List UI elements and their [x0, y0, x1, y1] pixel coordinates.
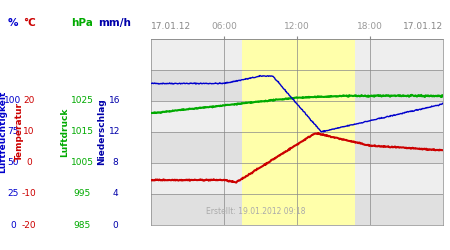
Text: °C: °C — [22, 18, 36, 28]
Text: 8: 8 — [112, 158, 118, 168]
Text: 0: 0 — [26, 158, 32, 168]
Text: Luftfeuchtigkeit: Luftfeuchtigkeit — [0, 91, 8, 173]
Text: 10: 10 — [23, 128, 35, 136]
Text: 17.01.12: 17.01.12 — [151, 22, 191, 31]
Text: 1015: 1015 — [71, 128, 94, 136]
Text: Temperatur: Temperatur — [14, 102, 23, 162]
Text: 50: 50 — [7, 158, 19, 168]
Text: 20: 20 — [23, 96, 35, 105]
Text: 17.01.12: 17.01.12 — [403, 22, 443, 31]
Text: 1025: 1025 — [71, 96, 94, 105]
Bar — [242, 39, 356, 225]
Text: 1005: 1005 — [71, 158, 94, 168]
Text: 75: 75 — [7, 128, 19, 136]
Text: 995: 995 — [73, 190, 90, 198]
Text: 100: 100 — [4, 96, 22, 105]
Bar — [151, 194, 443, 225]
Text: -10: -10 — [22, 190, 36, 198]
Text: mm/h: mm/h — [99, 18, 131, 28]
Bar — [151, 132, 443, 163]
Text: 16: 16 — [109, 96, 121, 105]
Text: 12: 12 — [109, 128, 121, 136]
Bar — [151, 39, 443, 70]
Text: %: % — [8, 18, 18, 28]
Bar — [151, 70, 443, 101]
Bar — [151, 163, 443, 194]
Text: 4: 4 — [112, 190, 118, 198]
Text: 25: 25 — [7, 190, 19, 198]
Text: Niederschlag: Niederschlag — [98, 98, 107, 165]
Bar — [151, 101, 443, 132]
Text: Luftdruck: Luftdruck — [60, 107, 69, 156]
Text: 985: 985 — [73, 220, 90, 230]
Text: hPa: hPa — [71, 18, 93, 28]
Text: 0: 0 — [10, 220, 16, 230]
Text: 0: 0 — [112, 220, 118, 230]
Text: -20: -20 — [22, 220, 36, 230]
Text: Erstellt: 19.01.2012 09:18: Erstellt: 19.01.2012 09:18 — [206, 207, 306, 216]
